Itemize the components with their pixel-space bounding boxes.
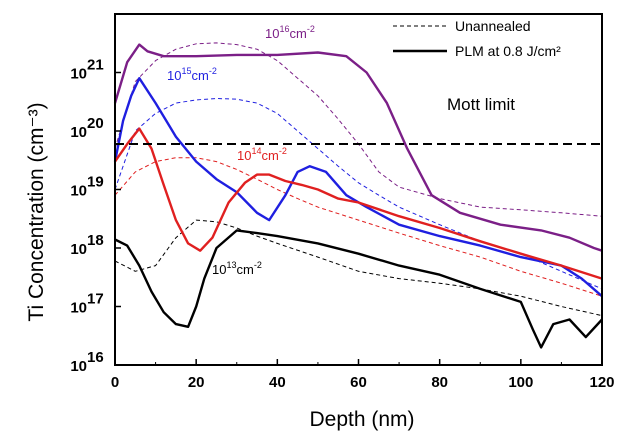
dose-label: 1015cm-2 bbox=[167, 66, 217, 83]
y-tick-exponent: 21 bbox=[87, 57, 104, 74]
series-line-3 bbox=[114, 98, 603, 290]
x-tick-label: 60 bbox=[350, 374, 367, 391]
y-tick-label: 10 bbox=[70, 124, 87, 141]
series-line-2 bbox=[113, 76, 603, 298]
x-tick-label: 100 bbox=[508, 374, 533, 391]
mott-limit-label: Mott limit bbox=[447, 95, 515, 114]
y-tick-exponent: 19 bbox=[87, 174, 104, 191]
dose-annotations: 1016cm-2 1015cm-2 1014cm-2 1013cm-2 bbox=[167, 24, 315, 277]
series-line-5 bbox=[114, 157, 603, 297]
x-tick-label: 40 bbox=[269, 374, 286, 391]
legend-label-plm: PLM at 0.8 J/cm² bbox=[455, 43, 561, 59]
dose-label: 1013cm-2 bbox=[212, 260, 262, 277]
series-layer bbox=[113, 42, 603, 349]
dose-label: 1014cm-2 bbox=[237, 146, 287, 163]
y-tick-exponent: 17 bbox=[87, 291, 104, 308]
x-tick-label: 20 bbox=[188, 374, 205, 391]
y-axis-label: Ti Concentration (cm⁻³) bbox=[25, 102, 48, 321]
y-tick-exponent: 20 bbox=[87, 115, 104, 132]
x-tick-label: 120 bbox=[589, 374, 614, 391]
y-tick-label: 10 bbox=[70, 358, 87, 375]
y-tick-exponent: 18 bbox=[87, 232, 104, 249]
dose-label: 1016cm-2 bbox=[265, 24, 315, 41]
series-line-7 bbox=[114, 219, 603, 317]
legend-label-unannealed: Unannealed bbox=[455, 18, 531, 34]
series-line-4 bbox=[114, 127, 603, 280]
x-tick-label: 80 bbox=[431, 374, 448, 391]
y-tick-label: 10 bbox=[70, 66, 87, 83]
x-axis-label: Depth (nm) bbox=[309, 408, 414, 431]
y-tick-label: 10 bbox=[70, 241, 87, 258]
y-tick-label: 10 bbox=[70, 183, 87, 200]
y-tick-exponent: 16 bbox=[87, 349, 104, 366]
y-tick-label: 10 bbox=[70, 300, 87, 317]
legend: Unannealed PLM at 0.8 J/cm² bbox=[393, 18, 561, 59]
series-line-1 bbox=[114, 42, 603, 217]
x-tick-label: 0 bbox=[111, 374, 119, 391]
series-line-0 bbox=[113, 43, 603, 252]
series-line-6 bbox=[114, 229, 603, 349]
